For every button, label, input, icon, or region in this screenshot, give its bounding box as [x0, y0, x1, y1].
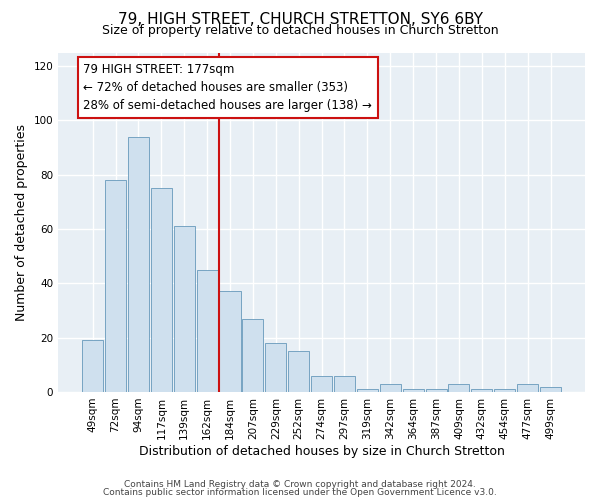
Bar: [425, 389, 446, 392]
Y-axis label: Number of detached properties: Number of detached properties: [15, 124, 28, 320]
Bar: [197, 270, 218, 392]
Bar: [448, 384, 469, 392]
Bar: [403, 389, 424, 392]
Bar: [220, 292, 241, 392]
Bar: [472, 389, 493, 392]
Bar: [82, 340, 103, 392]
Bar: [334, 376, 355, 392]
Text: Contains public sector information licensed under the Open Government Licence v3: Contains public sector information licen…: [103, 488, 497, 497]
Text: Contains HM Land Registry data © Crown copyright and database right 2024.: Contains HM Land Registry data © Crown c…: [124, 480, 476, 489]
Text: 79 HIGH STREET: 177sqm
← 72% of detached houses are smaller (353)
28% of semi-de: 79 HIGH STREET: 177sqm ← 72% of detached…: [83, 64, 373, 112]
Bar: [265, 343, 286, 392]
Bar: [105, 180, 126, 392]
Bar: [173, 226, 195, 392]
Text: Size of property relative to detached houses in Church Stretton: Size of property relative to detached ho…: [101, 24, 499, 37]
Bar: [311, 376, 332, 392]
Bar: [151, 188, 172, 392]
Bar: [517, 384, 538, 392]
Bar: [540, 386, 561, 392]
Bar: [288, 351, 309, 392]
Bar: [380, 384, 401, 392]
Bar: [242, 318, 263, 392]
Bar: [357, 389, 378, 392]
Bar: [128, 136, 149, 392]
Text: 79, HIGH STREET, CHURCH STRETTON, SY6 6BY: 79, HIGH STREET, CHURCH STRETTON, SY6 6B…: [118, 12, 482, 28]
Bar: [494, 389, 515, 392]
X-axis label: Distribution of detached houses by size in Church Stretton: Distribution of detached houses by size …: [139, 444, 505, 458]
